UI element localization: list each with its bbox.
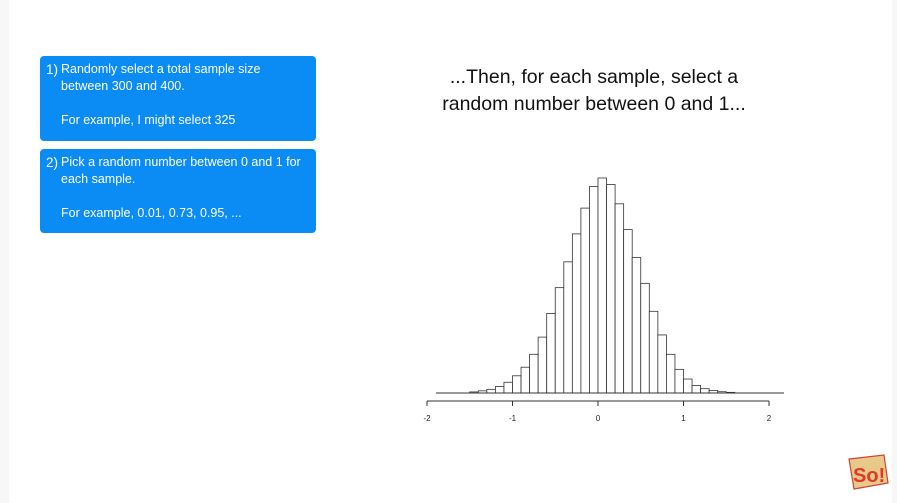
histogram-bar <box>580 207 590 394</box>
step-2-example: For example, 0.01, 0.73, 0.95, ... <box>61 206 242 220</box>
step-2-number: 2) <box>46 155 59 170</box>
histogram-bar <box>503 381 513 394</box>
histogram-bar <box>597 177 607 394</box>
step-1-callout: 1) Randomly select a total sample size b… <box>40 56 316 141</box>
x-tick-label: 2 <box>767 414 772 423</box>
histogram-bar <box>606 184 616 394</box>
brand-logo: So! <box>848 454 889 490</box>
histogram-bar <box>623 229 633 394</box>
histogram-bar <box>657 334 667 394</box>
x-tick-label: 1 <box>681 414 686 423</box>
logo-text: So! <box>853 465 885 487</box>
histogram-bar <box>631 257 642 394</box>
histogram-bar <box>665 353 676 394</box>
step-2-text: Pick a random number between 0 and 1 for… <box>61 155 301 186</box>
histogram-bar <box>683 378 693 394</box>
x-tick-label: -1 <box>509 414 517 423</box>
headline-line-1: ...Then, for each sample, select a <box>449 66 739 88</box>
histogram-bar <box>537 336 548 394</box>
histogram-bar <box>554 287 565 394</box>
histogram-bar <box>691 385 701 394</box>
step-1-number: 1) <box>46 62 59 77</box>
step-2-callout: 2) Pick a random number between 0 and 1 … <box>40 149 316 233</box>
histogram-bar <box>546 313 556 394</box>
x-tick-label: -2 <box>423 414 431 423</box>
histogram-bar <box>495 386 505 394</box>
step-1-text: Randomly select a total sample size betw… <box>61 62 261 93</box>
histogram-bar <box>700 388 710 394</box>
histogram-bar <box>486 388 496 394</box>
histogram-bar <box>614 203 625 394</box>
histogram-bar <box>520 366 531 394</box>
histogram-bars <box>469 177 736 394</box>
x-tick-label: 0 <box>596 414 601 423</box>
histogram-bar <box>571 233 582 394</box>
step-1-example: For example, I might select 325 <box>61 113 236 127</box>
histogram-bar <box>648 310 659 394</box>
headline-line-2: random number between 0 and 1... <box>442 93 746 115</box>
slide-headline: ...Then, for each sample, select a rando… <box>404 64 784 118</box>
histogram-bar <box>589 186 599 394</box>
histogram-bar <box>674 368 684 394</box>
histogram-bar <box>563 261 573 394</box>
histogram-chart: -2 -1 0 1 2 <box>423 177 784 423</box>
x-axis-ticks: -2 -1 0 1 2 <box>423 401 772 423</box>
histogram-bar <box>512 375 522 394</box>
histogram-bar <box>529 353 539 394</box>
histogram-bar <box>640 282 650 394</box>
